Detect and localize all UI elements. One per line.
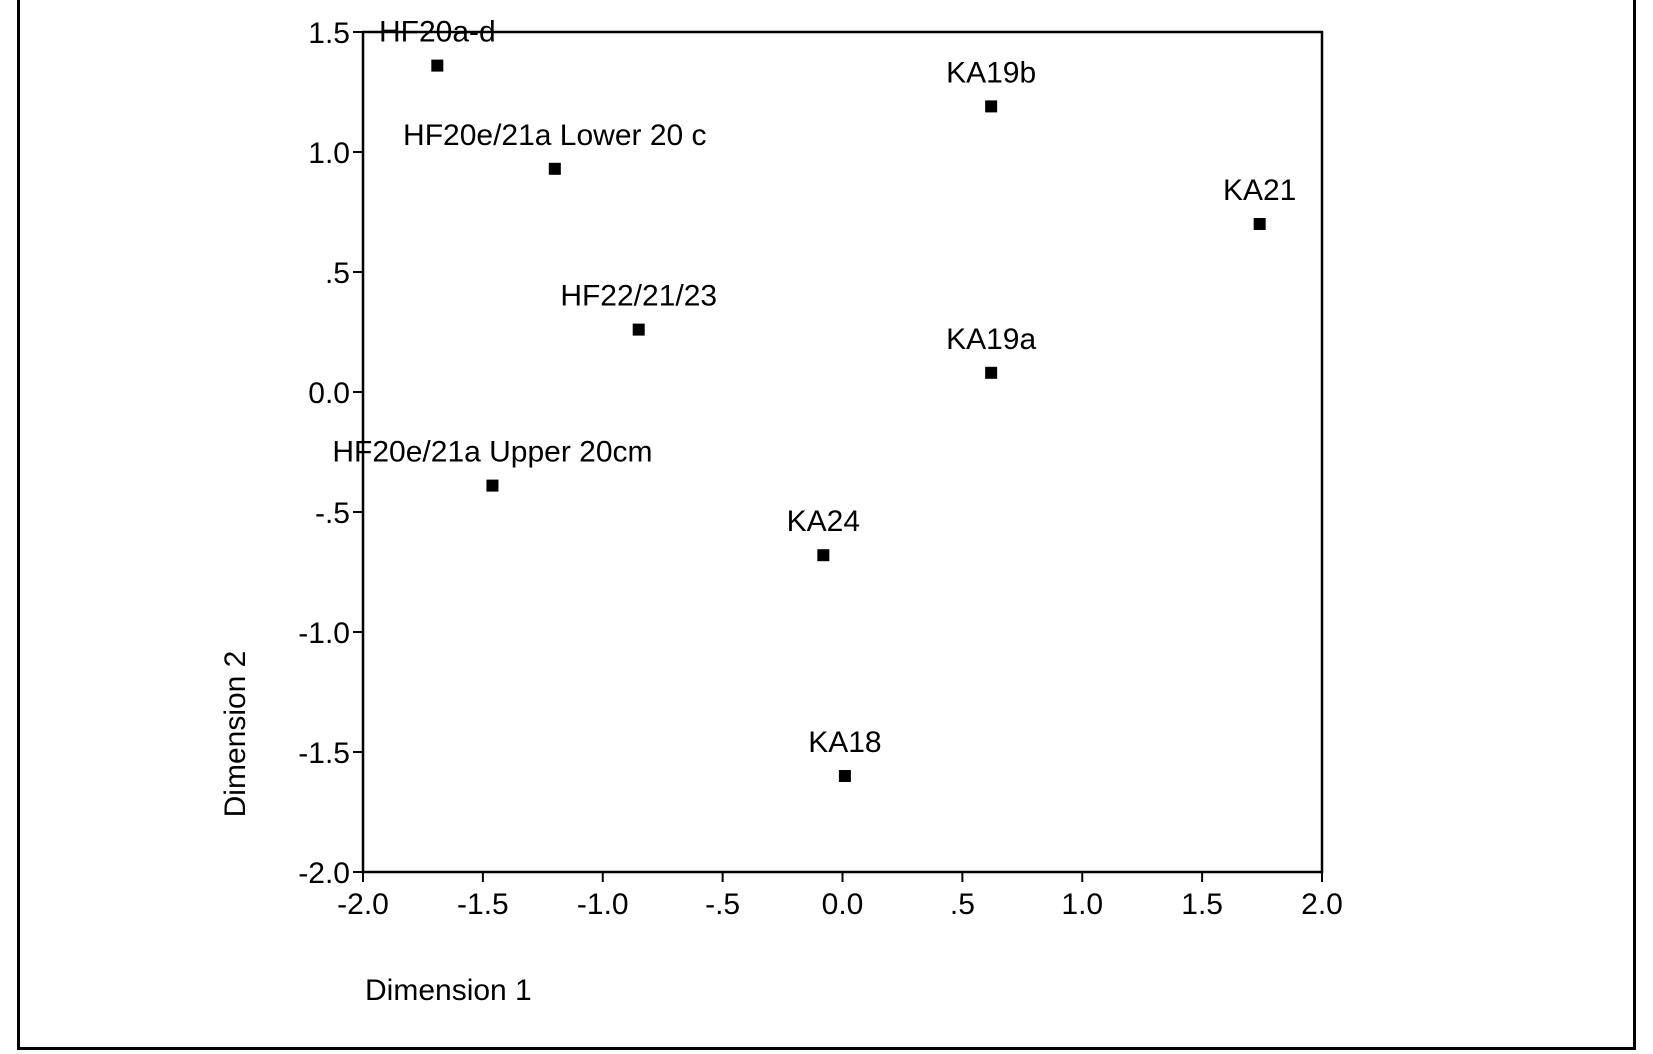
x-tick-label: 1.0 <box>1061 888 1103 921</box>
y-tick-label: -1.0 <box>298 617 350 650</box>
x-axis-label: Dimension 1 <box>365 974 532 1007</box>
data-point-label: HF20e/21a Upper 20cm <box>332 436 652 469</box>
x-tick-label: .5 <box>950 888 975 921</box>
data-point-label: KA18 <box>808 726 881 759</box>
data-point <box>817 549 830 562</box>
data-point <box>431 59 444 72</box>
y-tick-label: -.5 <box>315 497 350 530</box>
x-tick-label: -2.0 <box>337 888 389 921</box>
x-tick-label: -1.0 <box>577 888 629 921</box>
data-points: HF20a-d HF20e/21a Lower 20 c HF22/21/23 HF2… <box>332 16 1296 782</box>
figure-frame <box>17 0 1636 1050</box>
x-tick-label: 1.5 <box>1181 888 1223 921</box>
data-point-label: HF20e/21a Lower 20 c <box>403 119 707 152</box>
x-tick-label: 0.0 <box>822 888 864 921</box>
y-tick-label: 1.0 <box>308 137 350 170</box>
y-tick-label: .5 <box>325 257 350 290</box>
y-tick-label: 1.5 <box>308 17 350 50</box>
data-point <box>548 162 561 175</box>
y-axis-label: Dimension 2 <box>219 651 252 818</box>
data-point <box>838 770 851 782</box>
data-point-label: HF22/21/23 <box>560 280 717 313</box>
data-point-label: HF20a-d <box>379 16 496 49</box>
x-tick-label: -.5 <box>705 888 740 921</box>
data-point <box>985 366 998 379</box>
data-point <box>486 479 499 492</box>
y-axis: 1.5 1.0 .5 0.0 -.5 -1.0 -1.5 -2.0 <box>298 17 363 890</box>
data-point-label: KA24 <box>787 505 860 538</box>
data-point-label: KA19b <box>946 56 1036 89</box>
data-point-label: KA21 <box>1223 174 1296 207</box>
x-axis: -2.0 -1.5 -1.0 -.5 0.0 .5 1.0 1.5 2.0 <box>337 872 1343 921</box>
data-point <box>632 323 645 336</box>
data-point <box>1253 218 1266 230</box>
data-point <box>985 100 998 113</box>
y-tick-label: -1.5 <box>298 737 350 770</box>
y-tick-label: 0.0 <box>308 377 350 410</box>
data-point-label: KA19a <box>946 323 1036 356</box>
y-tick-label: -2.0 <box>298 857 350 890</box>
x-tick-label: 2.0 <box>1301 888 1343 921</box>
x-tick-label: -1.5 <box>457 888 509 921</box>
